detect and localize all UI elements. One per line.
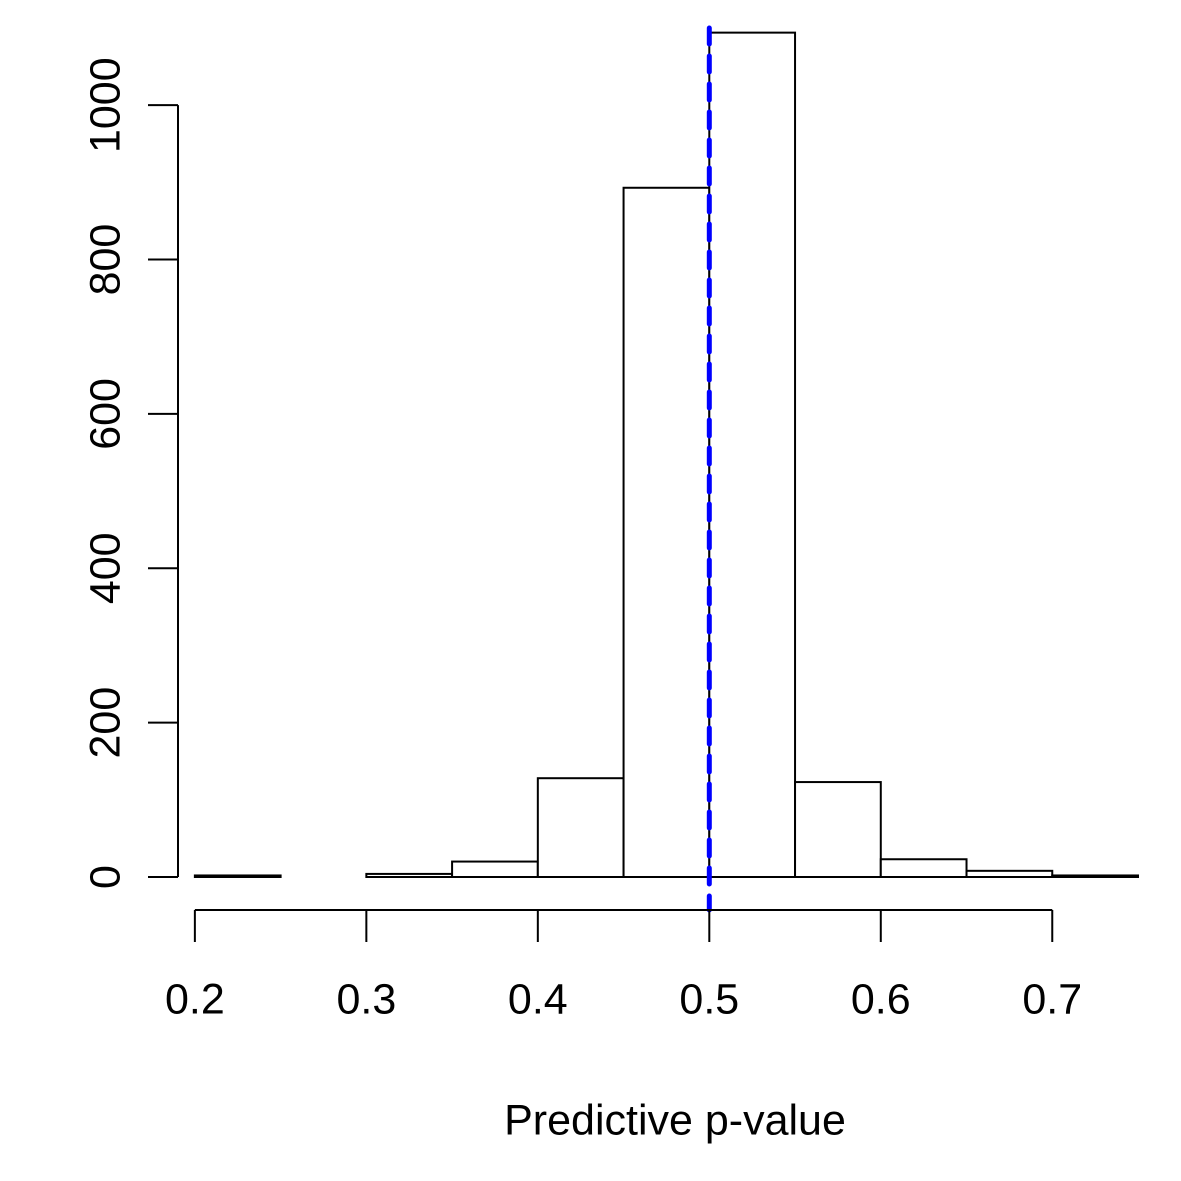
histogram-bar-9 xyxy=(965,869,1054,878)
histogram-bar-0 xyxy=(193,874,282,878)
bars-layer xyxy=(193,31,1139,879)
histogram-bar-3 xyxy=(451,860,539,879)
x-tick-label: 0.4 xyxy=(508,975,568,1023)
x-tick-label: 0.2 xyxy=(165,975,225,1023)
axes-layer xyxy=(148,104,1054,942)
histogram-bar-8 xyxy=(879,858,968,878)
y-tick-label: 600 xyxy=(81,378,129,450)
histogram-bar-6 xyxy=(708,31,797,878)
y-tick-label: 200 xyxy=(81,687,129,759)
y-tick-label: 0 xyxy=(81,865,129,889)
histogram-bar-10 xyxy=(1051,874,1139,878)
histogram-bar-2 xyxy=(365,872,454,878)
y-tick-label: 1000 xyxy=(81,57,129,153)
histogram-bar-5 xyxy=(622,186,711,878)
y-tick-label: 400 xyxy=(81,532,129,604)
histogram-bar-4 xyxy=(536,777,625,878)
x-axis-title: Predictive p-value xyxy=(504,1096,846,1144)
x-tick-label: 0.5 xyxy=(679,975,739,1023)
x-tick-label: 0.7 xyxy=(1022,975,1082,1023)
x-tick-label: 0.3 xyxy=(336,975,396,1023)
y-tick-label: 800 xyxy=(81,224,129,296)
labels-layer: 0 200 400 600 800 1000 0.2 0.3 0.4 0.5 0.6 0.7 Predi… xyxy=(81,57,1082,1144)
x-tick-label: 0.6 xyxy=(851,975,911,1023)
histogram-bar-7 xyxy=(794,781,882,878)
